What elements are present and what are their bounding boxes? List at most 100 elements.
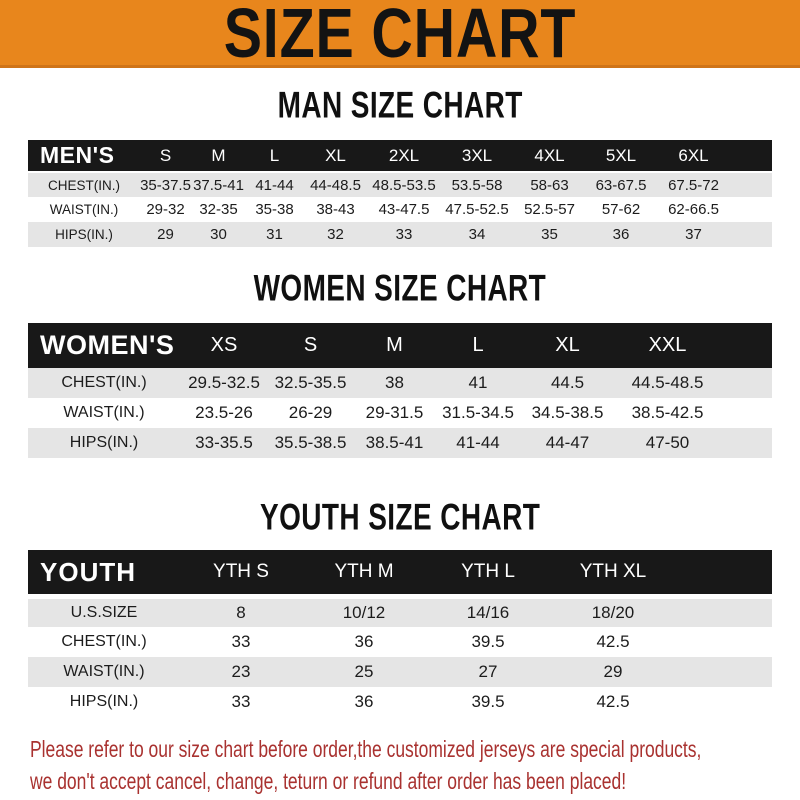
man-section-heading: MAN SIZE CHART — [0, 84, 800, 127]
women-size-table: WOMEN'S XS S M L XL XXL CHEST(IN.) 29.5-32.5 32.5… — [28, 323, 772, 458]
men-cell: 47.5-52.5 — [445, 201, 509, 218]
youth-cell: 42.5 — [596, 691, 630, 711]
youth-cell: 29 — [550, 656, 676, 687]
men-cell: 37 — [657, 222, 730, 247]
women-row-label: HIPS(IN.) — [28, 428, 180, 458]
men-cell: 41-44 — [246, 172, 303, 197]
men-table-row: WAIST(IN.) 29-32 32-35 35-38 38-43 43-47.5 47.… — [28, 197, 772, 222]
men-column-header: 6XL — [657, 140, 730, 173]
women-column-header: S — [268, 323, 353, 368]
men-row-spacer — [730, 197, 772, 222]
youth-table-row: WAIST(IN.) 23 25 27 29 — [28, 656, 772, 687]
men-cell: 58-63 — [514, 172, 585, 197]
men-column-header: 2XL — [368, 140, 440, 173]
youth-row-label: HIPS(IN.) — [69, 692, 139, 710]
men-cell: 48.5-53.5 — [368, 172, 440, 197]
women-cell: 38 — [353, 368, 436, 398]
youth-cell: 23 — [180, 656, 302, 687]
men-cell: 62-66.5 — [668, 201, 719, 218]
men-cell: 34 — [440, 222, 514, 247]
men-cell: 38-43 — [316, 201, 355, 218]
page-title: SIZE CHART — [223, 0, 577, 72]
men-header-label: MEN'S — [28, 140, 140, 173]
youth-column-header: YTH M — [302, 550, 426, 599]
men-cell: 35-37.5 — [140, 172, 191, 197]
men-cell: 33 — [368, 222, 440, 247]
youth-header-row: YOUTH YTH S YTH M YTH L YTH XL — [28, 550, 772, 599]
disclaimer-line-2: we don't accept cancel, change, teturn o… — [30, 767, 627, 794]
youth-row-spacer — [676, 627, 772, 657]
women-cell: 38.5-41 — [353, 428, 436, 458]
youth-cell: 33 — [231, 691, 251, 711]
youth-cell: 18/20 — [550, 596, 676, 627]
youth-row-spacer — [676, 596, 772, 627]
youth-cell: 14/16 — [426, 596, 550, 627]
youth-column-header: YTH S — [180, 550, 302, 599]
women-column-header: L — [436, 323, 520, 368]
men-cell: 63-67.5 — [585, 172, 657, 197]
women-cell: 41 — [436, 368, 520, 398]
men-header-spacer — [730, 140, 772, 173]
women-header-row: WOMEN'S XS S M L XL XXL — [28, 323, 772, 368]
women-cell: 29.5-32.5 — [180, 368, 268, 398]
youth-section-heading: YOUTH SIZE CHART — [0, 496, 800, 539]
youth-row-label: WAIST(IN.) — [28, 656, 180, 687]
women-row-label: CHEST(IN.) — [28, 368, 180, 398]
women-row-spacer — [720, 368, 772, 398]
youth-cell: 39.5 — [471, 691, 505, 711]
men-cell: 30 — [191, 222, 246, 247]
men-cell: 37.5-41 — [191, 172, 246, 197]
disclaimer-line-1: Please refer to our size chart before or… — [30, 735, 702, 762]
women-column-header: M — [353, 323, 436, 368]
youth-table-row: CHEST(IN.) 33 36 39.5 42.5 — [28, 627, 772, 657]
youth-cell: 42.5 — [596, 631, 630, 651]
man-heading-text: MAN SIZE CHART — [277, 84, 523, 127]
youth-row-label: CHEST(IN.) — [61, 632, 147, 650]
women-table-row: HIPS(IN.) 33-35.5 35.5-38.5 38.5-41 41-44 44-… — [28, 428, 772, 458]
women-heading-text: WOMEN SIZE CHART — [253, 267, 547, 310]
men-column-header: 4XL — [514, 140, 585, 173]
men-header-row: MEN'S S M L XL 2XL 3XL 4XL 5XL 6XL — [28, 140, 772, 173]
men-cell: 32 — [303, 222, 368, 247]
men-row-label: HIPS(IN.) — [28, 222, 140, 247]
men-row-label: WAIST(IN.) — [49, 202, 119, 217]
men-column-header: XL — [303, 140, 368, 173]
youth-cell: 10/12 — [302, 596, 426, 627]
women-section-heading: WOMEN SIZE CHART — [0, 267, 800, 310]
men-size-table: MEN'S S M L XL 2XL 3XL 4XL 5XL 6XL CHEST(IN.) 35-37… — [28, 140, 772, 247]
men-cell: 35 — [514, 222, 585, 247]
women-cell: 44.5-48.5 — [615, 368, 720, 398]
women-row-spacer — [720, 398, 772, 428]
youth-row-label: U.S.SIZE — [28, 596, 180, 627]
youth-cell: 25 — [302, 656, 426, 687]
men-cell: 29 — [140, 222, 191, 247]
women-column-header: XXL — [615, 323, 720, 368]
women-cell: 31.5-34.5 — [442, 403, 514, 422]
men-row-spacer — [730, 172, 772, 197]
men-cell: 52.5-57 — [524, 201, 575, 218]
youth-cell: 27 — [426, 656, 550, 687]
youth-heading-text: YOUTH SIZE CHART — [259, 496, 541, 539]
women-cell: 38.5-42.5 — [631, 403, 704, 422]
men-cell: 53.5-58 — [440, 172, 514, 197]
women-column-header: XL — [520, 323, 615, 368]
women-cell: 35.5-38.5 — [268, 428, 353, 458]
men-cell: 43-47.5 — [378, 201, 430, 218]
order-disclaimer: Please refer to our size chart before or… — [30, 733, 800, 797]
youth-column-header: YTH XL — [550, 550, 676, 599]
women-cell: 26-29 — [288, 403, 333, 422]
women-cell: 29-31.5 — [365, 403, 424, 422]
women-cell: 41-44 — [436, 428, 520, 458]
men-column-header: 3XL — [440, 140, 514, 173]
women-header-label: WOMEN'S — [28, 323, 180, 368]
women-cell: 47-50 — [615, 428, 720, 458]
women-cell: 44.5 — [520, 368, 615, 398]
youth-table-row: U.S.SIZE 8 10/12 14/16 18/20 — [28, 596, 772, 627]
youth-cell: 33 — [231, 631, 251, 651]
women-header-spacer — [720, 323, 772, 368]
youth-column-header: YTH L — [426, 550, 550, 599]
women-cell: 23.5-26 — [195, 403, 253, 422]
youth-header-spacer — [676, 550, 772, 599]
youth-cell: 36 — [354, 631, 374, 651]
women-cell: 32.5-35.5 — [268, 368, 353, 398]
